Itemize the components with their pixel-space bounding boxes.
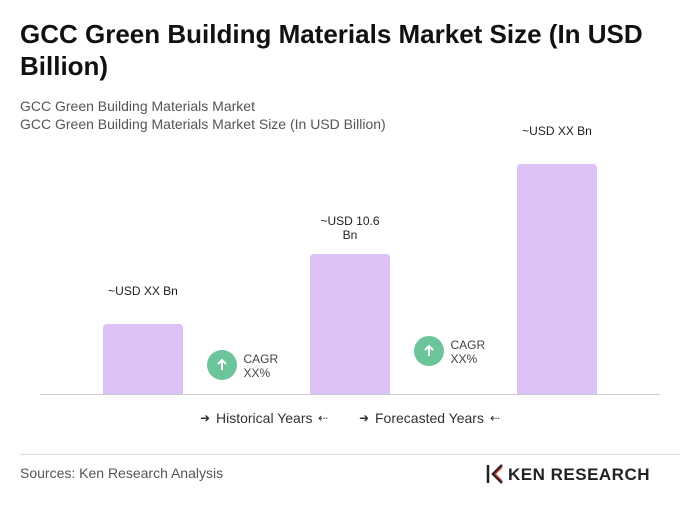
legend-label: Historical Years — [216, 410, 313, 426]
cagr-icon — [413, 336, 444, 366]
cagr-icon — [206, 350, 237, 380]
subtitle: GCC Green Building Materials Market — [20, 98, 255, 114]
cagr-label: CAGR XX% — [243, 352, 279, 380]
legend-arrow: ⇠ — [490, 411, 501, 425]
legend-arrow: ➜ — [200, 411, 211, 425]
bar — [103, 323, 183, 394]
bar — [310, 253, 390, 394]
logo-text: KEN RESEARCH — [508, 465, 651, 484]
legend-label: Forecasted Years — [375, 410, 484, 426]
data-label: ~USD XX Bn — [522, 124, 592, 138]
legend-arrow: ⇠ — [318, 411, 329, 425]
bar — [517, 164, 597, 394]
cagr-label: CAGR XX% — [450, 338, 486, 366]
y-axis-label: GCC Green Building Materials Market Size… — [20, 116, 386, 132]
baseline — [40, 394, 660, 395]
logo-icon — [486, 464, 503, 484]
data-label: ~USD 10.6 Bn — [320, 213, 380, 242]
legend-arrow: ➜ — [359, 411, 370, 425]
chart-title: GCC Green Building Materials Market Size… — [20, 19, 643, 81]
source: Sources: Ken Research Analysis — [20, 465, 224, 481]
data-label: ~USD XX Bn — [108, 283, 178, 298]
divider — [20, 454, 680, 455]
